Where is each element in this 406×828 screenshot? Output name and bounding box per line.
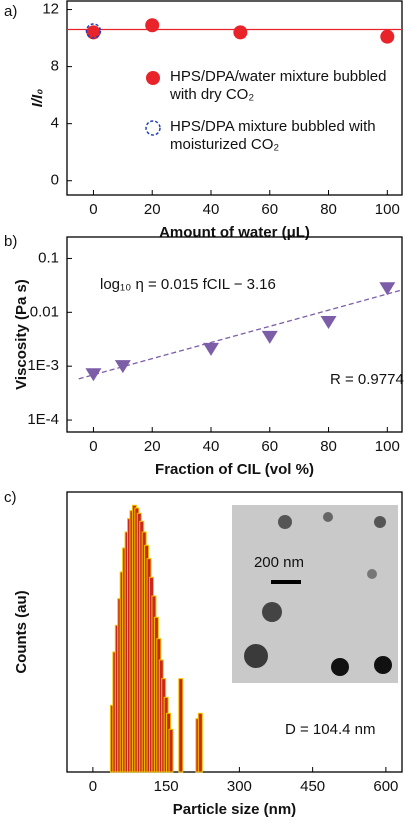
marker (86, 25, 101, 40)
plot-frame (66, 236, 403, 433)
marker (85, 368, 102, 382)
bar (168, 728, 174, 773)
marker (114, 360, 131, 374)
marker (233, 25, 248, 40)
bar (197, 712, 203, 773)
x-tick-label: 20 (144, 438, 161, 455)
marker (320, 316, 337, 330)
x-tick-label: 450 (300, 778, 325, 795)
x-tick-label: 600 (373, 778, 398, 795)
x-axis-title: Amount of water (μL) (159, 224, 310, 241)
y-tick-label: 1E-4 (27, 411, 59, 428)
panel-label: b) (4, 233, 17, 250)
x-tick-label: 60 (261, 201, 278, 218)
x-tick-label: 0 (89, 778, 97, 795)
particle (367, 569, 377, 579)
y-axis-title: Viscosity (Pa s) (13, 279, 30, 390)
legend-marker (145, 120, 161, 136)
plot-frame (66, 0, 403, 196)
x-axis-title: Particle size (nm) (173, 801, 296, 818)
marker (85, 23, 102, 39)
marker (379, 282, 396, 296)
y-tick-label: 4 (51, 115, 59, 132)
y-tick-label: 1E-3 (27, 357, 59, 374)
particle (244, 644, 268, 668)
y-tick-label: 8 (51, 58, 59, 75)
x-tick-label: 60 (261, 438, 278, 455)
x-tick-label: 80 (320, 438, 337, 455)
x-tick-label: 40 (203, 438, 220, 455)
y-tick-label: 0.01 (30, 303, 59, 320)
y-axis-title: Counts (au) (13, 590, 30, 673)
y-tick-label: 0 (51, 172, 59, 189)
marker (380, 29, 395, 44)
legend-marker (146, 71, 160, 85)
marker (202, 342, 219, 356)
marker (145, 18, 160, 33)
y-axis-title: I/I₀ (29, 89, 46, 108)
particle (262, 602, 282, 622)
x-tick-label: 0 (89, 438, 97, 455)
panel-label: c) (4, 489, 17, 506)
y-tick-label: 0.1 (38, 249, 59, 266)
particle (374, 516, 386, 528)
legend-entry: HPS/DPA/water mixture bubbled with dry C… (170, 68, 387, 103)
r-value: R = 0.9774 (330, 371, 404, 388)
x-axis-title: Fraction of CIL (vol %) (155, 461, 314, 478)
tem-inset: 200 nm (232, 505, 398, 683)
particle (323, 512, 333, 522)
plot-frame (66, 491, 403, 773)
equation: log₁₀ η = 0.015 fCIL − 3.16 (100, 276, 276, 293)
x-tick-label: 300 (227, 778, 252, 795)
particle (331, 658, 349, 676)
y-tick-label: 12 (42, 1, 59, 18)
x-tick-label: 100 (375, 438, 400, 455)
scale-bar (271, 580, 301, 584)
particle (374, 656, 392, 674)
x-tick-label: 150 (154, 778, 179, 795)
legend-entry: HPS/DPA mixture bubbled with moisturized… (170, 118, 376, 153)
x-tick-label: 20 (144, 201, 161, 218)
scale-label: 200 nm (254, 554, 304, 571)
bar (178, 678, 184, 773)
x-tick-label: 80 (320, 201, 337, 218)
x-tick-label: 0 (89, 201, 97, 218)
panel-label: a) (4, 3, 17, 20)
particle (278, 515, 292, 529)
annotation: D = 104.4 nm (285, 721, 375, 738)
marker (261, 330, 278, 344)
x-tick-label: 40 (203, 201, 220, 218)
x-tick-label: 100 (375, 201, 400, 218)
